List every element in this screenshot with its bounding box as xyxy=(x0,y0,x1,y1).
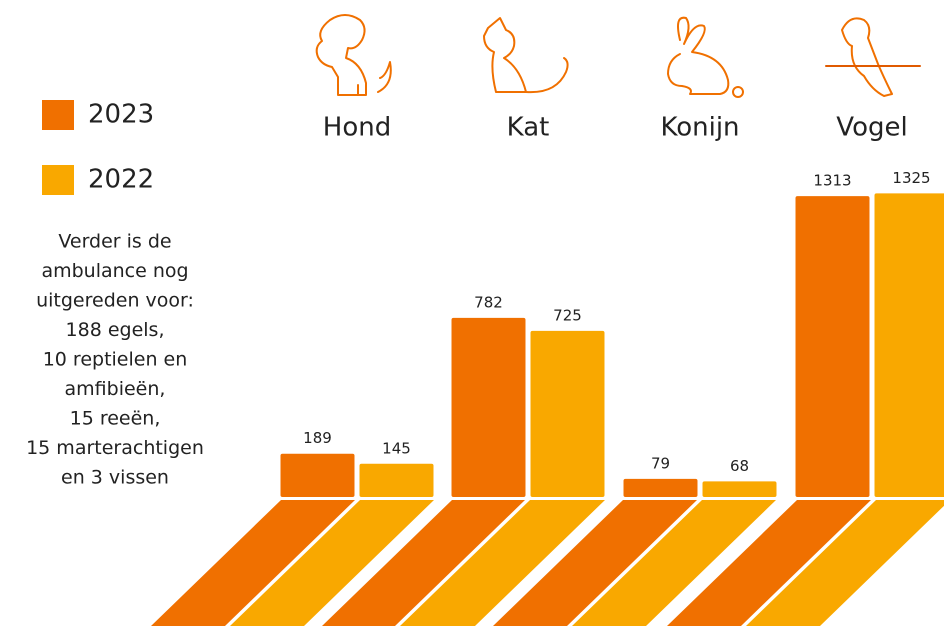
note-line: ambulance nog xyxy=(41,260,188,282)
bar xyxy=(703,481,777,497)
bar xyxy=(281,454,355,497)
value-label: 725 xyxy=(553,306,582,324)
value-label: 68 xyxy=(730,457,749,475)
legend-swatch xyxy=(42,100,74,130)
value-label: 782 xyxy=(474,293,503,311)
bar xyxy=(875,193,944,497)
bar xyxy=(452,318,526,497)
icon-cat xyxy=(484,18,568,92)
legend-swatch xyxy=(42,165,74,195)
bar xyxy=(531,331,605,497)
note-line: 188 egels, xyxy=(66,319,165,341)
value-label: 145 xyxy=(382,439,411,457)
category-label: Konijn xyxy=(660,113,739,143)
note-line: amfibieën, xyxy=(65,378,166,400)
value-label: 1325 xyxy=(892,169,930,187)
note-line: 15 marterachtigen xyxy=(26,437,204,459)
legend-label: 2022 xyxy=(88,165,154,195)
value-label: 189 xyxy=(303,429,332,447)
bar xyxy=(360,464,434,497)
icon-dog xyxy=(317,15,391,95)
note-line: uitgereden voor: xyxy=(36,290,194,312)
category-label: Kat xyxy=(507,113,550,143)
note-line: en 3 vissen xyxy=(61,467,169,489)
icon-bird xyxy=(826,18,920,96)
note-line: 15 reeën, xyxy=(70,408,161,430)
bar xyxy=(624,479,698,497)
icon-rabbit xyxy=(668,18,743,97)
value-label: 1313 xyxy=(813,172,851,190)
note-line: Verder is de xyxy=(58,231,171,253)
category-label: Hond xyxy=(323,113,391,143)
category-label: Vogel xyxy=(836,113,907,143)
bar xyxy=(796,196,870,497)
note-line: 10 reptielen en xyxy=(43,349,188,371)
legend-label: 2023 xyxy=(88,100,154,130)
stripes xyxy=(151,500,944,626)
value-label: 79 xyxy=(651,454,670,472)
